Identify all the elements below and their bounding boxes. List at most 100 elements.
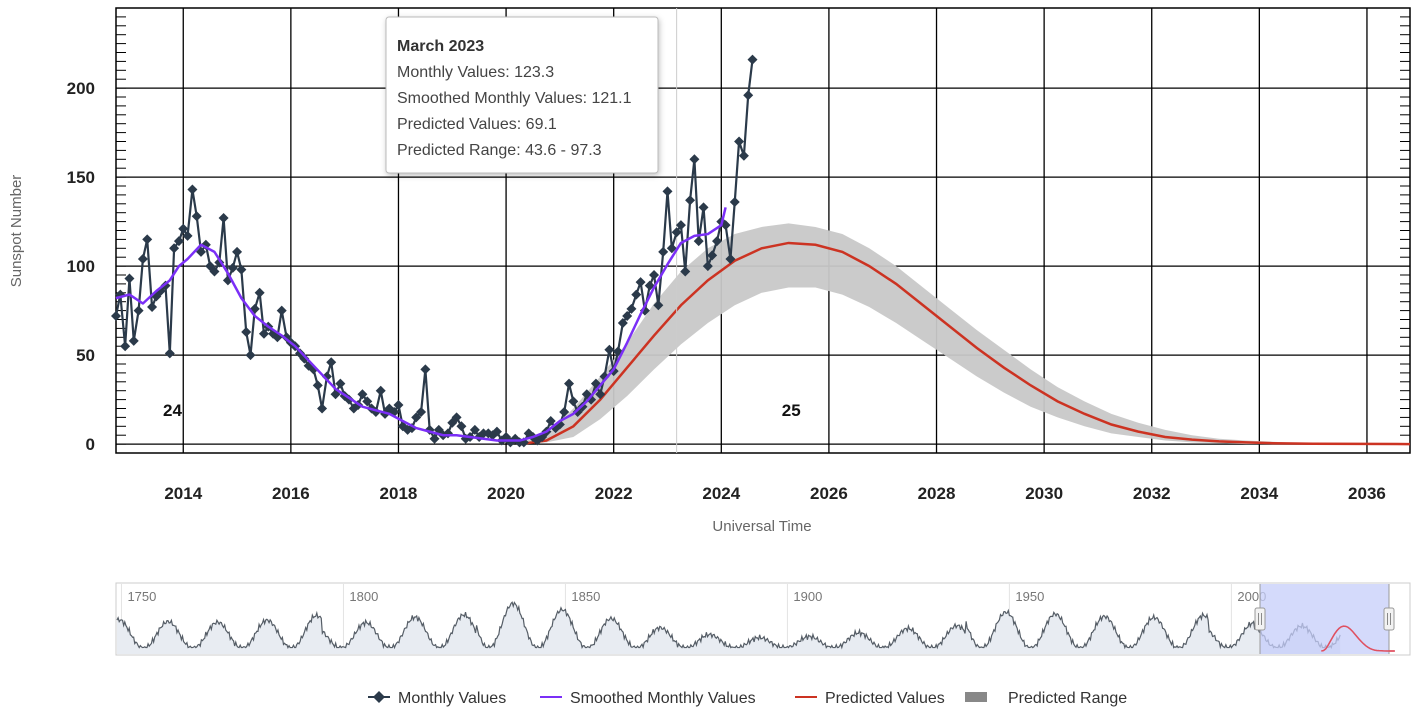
area-icon [965, 692, 987, 702]
monthly-point [227, 262, 238, 273]
legend-item-range[interactable]: Predicted Range [965, 690, 1127, 707]
monthly-point [711, 236, 722, 247]
x-tick-label: 2016 [272, 484, 310, 503]
y-tick-label: 150 [67, 168, 95, 187]
x-tick-label: 2020 [487, 484, 525, 503]
monthly-point [196, 246, 207, 257]
monthly-point [743, 90, 754, 101]
x-tick-label: 2036 [1348, 484, 1386, 503]
navigator[interactable]: 1750 1800 1850 1900 1950 2000 [115, 582, 1411, 656]
monthly-point [675, 220, 686, 231]
monthly-point [564, 378, 575, 389]
predicted-range-area [519, 223, 1410, 445]
navigator-label: 1900 [793, 589, 822, 604]
x-tick-label: 2024 [702, 484, 740, 503]
monthly-point [707, 250, 718, 261]
x-tick-label: 2022 [595, 484, 633, 503]
monthly-point [362, 396, 373, 407]
monthly-point [393, 399, 404, 410]
y-tick-label: 50 [76, 346, 95, 365]
monthly-point [245, 350, 256, 361]
tooltip-monthly: Monthly Values: 123.3 [397, 64, 554, 81]
monthly-point [120, 341, 131, 352]
monthly-point [559, 407, 570, 418]
x-tick-label: 2034 [1240, 484, 1278, 503]
monthly-point [572, 407, 583, 418]
monthly-point [469, 424, 480, 435]
monthly-point [604, 344, 615, 355]
navigator-left-handle[interactable] [1254, 584, 1266, 654]
monthly-point [680, 266, 691, 277]
monthly-point [666, 243, 677, 254]
monthly-point [218, 213, 229, 224]
monthly-point [173, 236, 184, 247]
monthly-point [178, 223, 189, 234]
monthly-point [568, 396, 579, 407]
legend-item-predicted[interactable]: Predicted Values [795, 690, 945, 707]
legend-label: Predicted Values [825, 690, 945, 707]
x-tick-label: 2032 [1133, 484, 1171, 503]
monthly-point [747, 54, 758, 65]
monthly-point [451, 412, 462, 423]
monthly-point [702, 261, 713, 272]
legend-label: Smoothed Monthly Values [570, 690, 756, 707]
monthly-point [111, 310, 121, 321]
monthly-point [725, 253, 736, 264]
x-tick-label: 2018 [380, 484, 418, 503]
monthly-point [236, 264, 247, 275]
predicted-range-band [519, 223, 1410, 445]
monthly-point [411, 412, 422, 423]
legend-label: Monthly Values [398, 690, 506, 707]
monthly-point [693, 236, 704, 247]
monthly-point [622, 310, 633, 321]
navigator-label: 1800 [349, 589, 378, 604]
x-tick-label: 2030 [1025, 484, 1063, 503]
legend-item-smoothed[interactable]: Smoothed Monthly Values [540, 690, 756, 707]
monthly-point [685, 195, 696, 206]
monthly-point [254, 287, 265, 298]
navigator-selection[interactable] [1260, 584, 1389, 654]
monthly-point [241, 326, 252, 337]
monthly-point [137, 253, 148, 264]
monthly-point [658, 246, 669, 257]
monthly-point [662, 186, 673, 197]
grid-lines [116, 8, 1410, 453]
monthly-point [191, 211, 202, 222]
monthly-point [653, 300, 664, 311]
navigator-label: 1850 [571, 589, 600, 604]
predicted-values-series [519, 241, 1411, 446]
x-axis-tick-labels: 2014 2016 2018 2020 2022 2024 2026 2028 2030 2032… [164, 484, 1386, 503]
tooltip-smoothed: Smoothed Monthly Values: 121.1 [397, 90, 632, 107]
monthly-point [258, 328, 269, 339]
monthly-point [142, 234, 153, 245]
legend-item-monthly[interactable]: Monthly Values [368, 690, 506, 707]
monthly-point [133, 305, 144, 316]
monthly-point [586, 394, 597, 405]
monthly-point [429, 433, 440, 444]
smoothed-values-line [115, 207, 727, 442]
monthly-point [276, 305, 287, 316]
monthly-point [312, 380, 323, 391]
tooltip-predicted: Predicted Values: 69.1 [397, 116, 557, 133]
monthly-point [357, 389, 368, 400]
monthly-point [626, 303, 637, 314]
navigator-predicted-line [1321, 625, 1395, 652]
tooltip-title: March 2023 [397, 38, 484, 55]
cycle-label: 24 [163, 401, 182, 420]
monthly-point [545, 415, 556, 426]
monthly-point [182, 230, 193, 241]
monthly-point [299, 353, 310, 364]
navigator-label: 2000 [1237, 589, 1266, 604]
navigator-right-handle[interactable] [1383, 584, 1395, 654]
monthly-point [128, 335, 139, 346]
monthly-point [169, 243, 180, 254]
monthly-point [671, 227, 682, 238]
y-axis-tick-labels: 0 50 100 150 200 [67, 79, 95, 454]
monthly-point [416, 407, 427, 418]
x-tick-label: 2028 [918, 484, 956, 503]
cycle-label: 25 [782, 401, 801, 420]
monthly-point [124, 273, 135, 284]
monthly-point [375, 385, 386, 396]
monthly-point [164, 348, 175, 359]
monthly-point [698, 202, 709, 213]
